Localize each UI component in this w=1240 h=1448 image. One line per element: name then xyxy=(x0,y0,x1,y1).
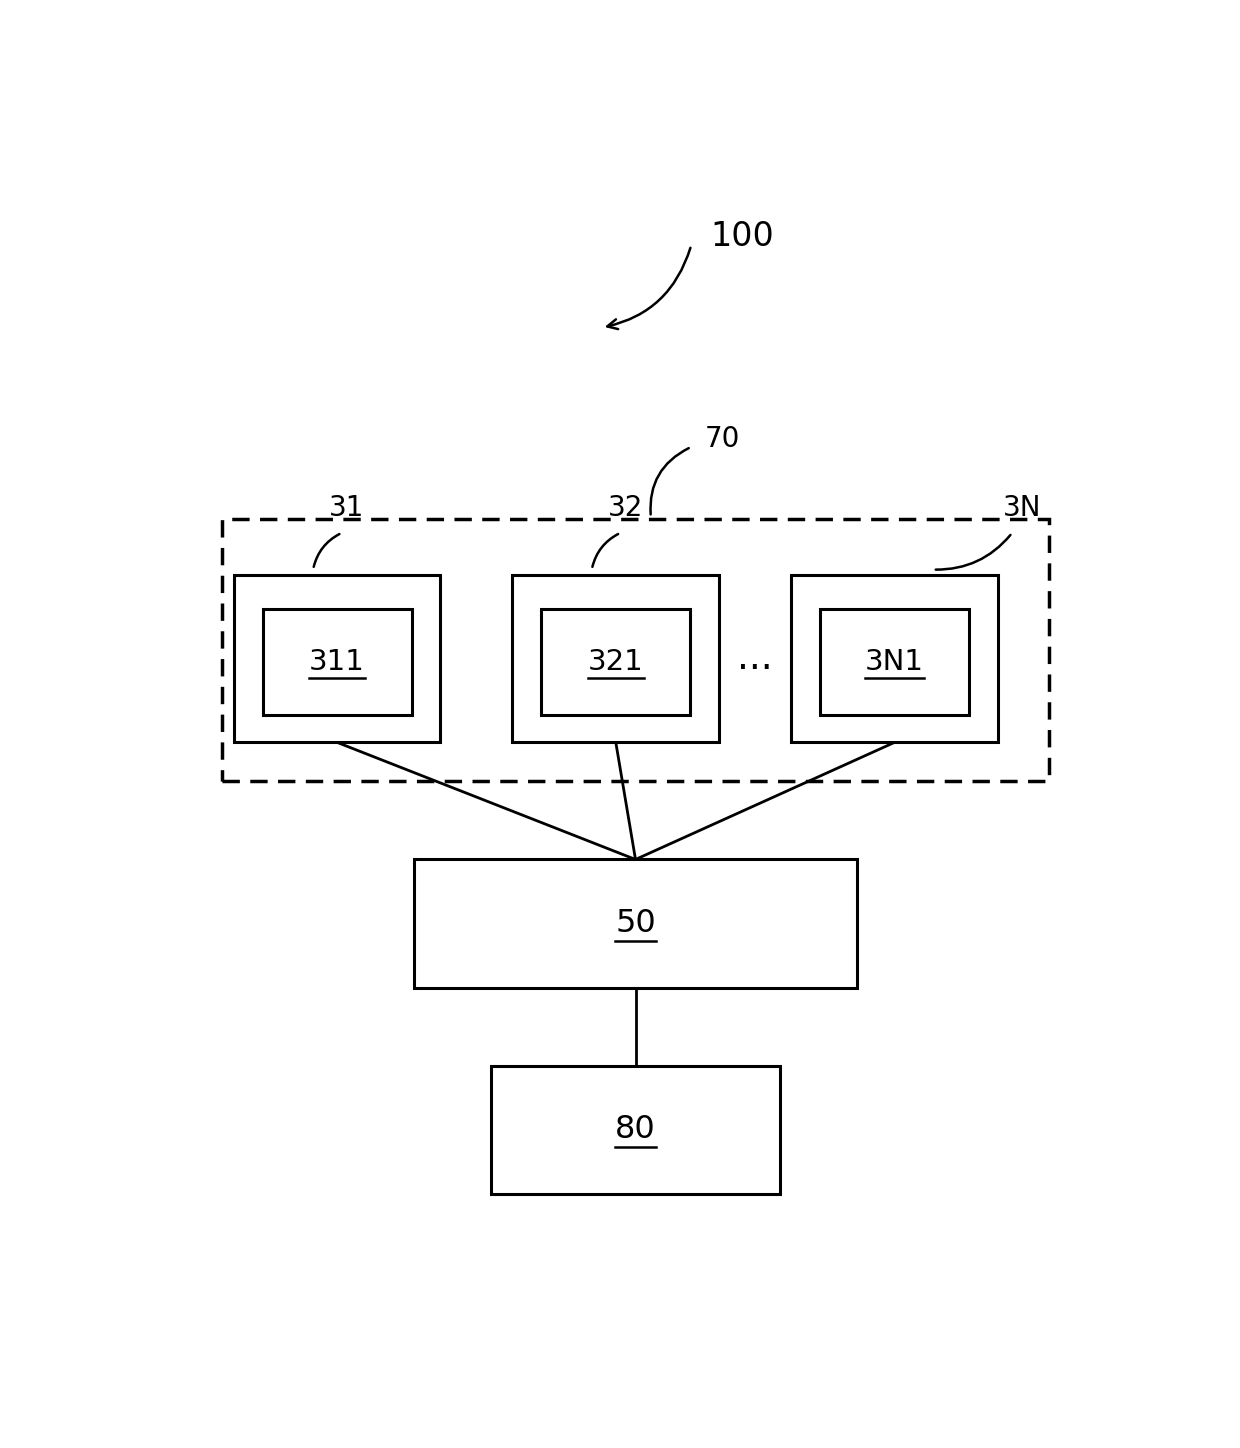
Bar xyxy=(512,575,719,743)
Bar xyxy=(820,608,968,714)
Bar xyxy=(491,1066,780,1195)
Text: 321: 321 xyxy=(588,647,644,676)
Text: 31: 31 xyxy=(329,494,365,521)
Text: 80: 80 xyxy=(615,1115,656,1145)
Text: 32: 32 xyxy=(608,494,644,521)
Bar xyxy=(414,860,857,988)
Text: 3N: 3N xyxy=(1003,494,1042,521)
Bar xyxy=(542,608,691,714)
Text: 311: 311 xyxy=(309,647,365,676)
Bar xyxy=(222,520,1049,782)
Text: 50: 50 xyxy=(615,908,656,940)
Bar xyxy=(791,575,998,743)
Bar xyxy=(234,575,440,743)
Text: 3N1: 3N1 xyxy=(866,647,924,676)
Bar xyxy=(263,608,412,714)
Text: 100: 100 xyxy=(711,220,774,253)
Text: ...: ... xyxy=(738,641,773,676)
Text: 70: 70 xyxy=(704,426,740,453)
